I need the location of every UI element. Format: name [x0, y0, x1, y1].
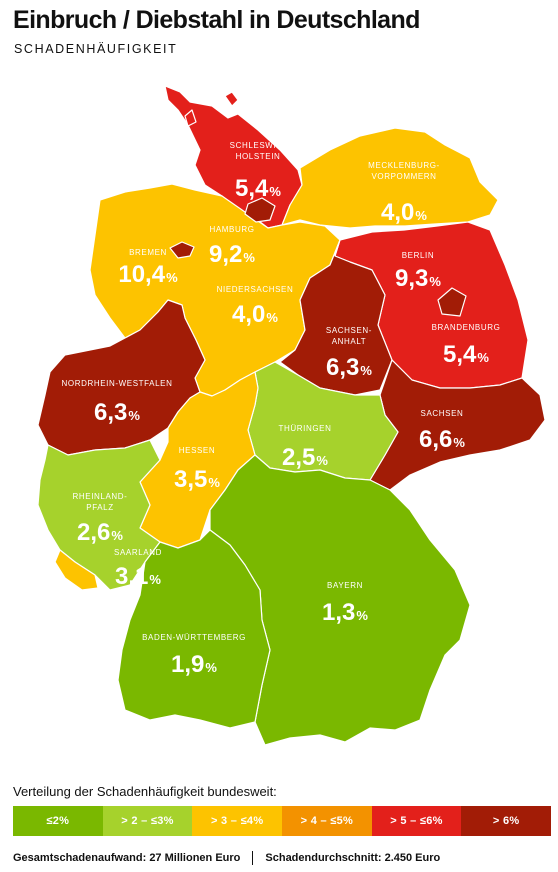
region-value-sachsen-anhalt: 6,3% — [326, 354, 372, 381]
germany-map: SCHLESWIG- HOLSTEIN 5,4% MECKLENBURG- VORPOM… — [37, 85, 546, 746]
page-title: Einbruch / Diebstahl in Deutschland — [13, 6, 420, 34]
footer-divider — [252, 851, 254, 865]
region-label-saarland: SAARLAND — [114, 548, 162, 557]
region-value-mecklenburg-vorpommern: 4,0% — [381, 199, 427, 226]
region-label-bremen: BREMEN — [129, 248, 167, 257]
region-label-rheinland-pfalz: RHEINLAND- — [73, 492, 128, 501]
region-value-bayern: 1,3% — [322, 599, 368, 626]
region-label-rheinland-pfalz: PFALZ — [86, 503, 113, 512]
region-baden-wuerttemberg — [117, 529, 271, 729]
region-label-bayern: BAYERN — [327, 581, 363, 590]
page-subtitle: SCHADENHÄUFIGKEIT — [14, 42, 178, 56]
region-label-hessen: HESSEN — [179, 446, 216, 455]
footer-average: Schadendurchschnitt: 2.450 Euro — [265, 852, 441, 864]
region-label-schleswig-holstein: HOLSTEIN — [236, 152, 281, 161]
region-label-sachsen-anhalt: ANHALT — [332, 337, 367, 346]
region-label-schleswig-holstein: SCHLESWIG- — [230, 141, 287, 150]
region-hessen — [139, 371, 259, 549]
legend-item: > 5 – ≤6% — [371, 806, 462, 836]
legend-item: ≤2% — [13, 806, 103, 836]
region-value-saarland: 3,1% — [115, 563, 161, 590]
region-label-sachsen-anhalt: SACHSEN- — [326, 326, 372, 335]
region-label-mecklenburg-vorpommern: MECKLENBURG- — [368, 161, 440, 170]
region-value-rheinland-pfalz: 2,6% — [77, 519, 123, 546]
region-label-mecklenburg-vorpommern: VORPOMMERN — [371, 172, 436, 181]
region-label-berlin: BERLIN — [402, 251, 435, 260]
region-label-nordrhein-westfalen: NORDRHEIN-WESTFALEN — [62, 379, 173, 388]
region-hamburg — [244, 197, 276, 223]
region-label-sachsen: SACHSEN — [421, 409, 464, 418]
region-saarland — [54, 549, 99, 591]
region-value-niedersachsen: 4,0% — [232, 301, 278, 328]
footer: Gesamtschadenaufwand: 27 Millionen Euro … — [13, 851, 440, 865]
legend-item: > 6% — [461, 806, 552, 836]
region-berlin — [437, 287, 467, 317]
region-value-baden-wuerttemberg: 1,9% — [171, 651, 217, 678]
legend-item: > 4 – ≤5% — [282, 806, 372, 836]
region-label-thueringen: THÜRINGEN — [279, 424, 332, 433]
region-bremen — [169, 241, 195, 259]
region-value-sachsen: 6,6% — [419, 426, 465, 453]
region-value-berlin: 9,3% — [395, 265, 441, 292]
region-label-hamburg: HAMBURG — [209, 225, 254, 234]
region-label-baden-wuerttemberg: BADEN-WÜRTTEMBERG — [142, 633, 246, 642]
region-label-brandenburg: BRANDENBURG — [432, 323, 501, 332]
legend-item: > 3 – ≤4% — [192, 806, 283, 836]
region-value-bremen: 10,4% — [118, 261, 178, 288]
region-value-hessen: 3,5% — [174, 466, 220, 493]
legend: ≤2% > 2 – ≤3% > 3 – ≤4% > 4 – ≤5% > 5 – … — [13, 806, 552, 836]
legend-item: > 2 – ≤3% — [102, 806, 193, 836]
region-value-thueringen: 2,5% — [282, 444, 328, 471]
region-value-schleswig-holstein: 5,4% — [235, 175, 281, 202]
footer-total: Gesamtschadenaufwand: 27 Millionen Euro — [13, 852, 241, 864]
region-value-hamburg: 9,2% — [209, 241, 255, 268]
region-value-brandenburg: 5,4% — [443, 341, 489, 368]
legend-title: Verteilung der Schadenhäufigkeit bundesw… — [13, 784, 277, 799]
region-label-niedersachsen: NIEDERSACHSEN — [217, 285, 294, 294]
region-schleswig-holstein-island — [224, 91, 239, 107]
region-value-nordrhein-westfalen: 6,3% — [94, 399, 140, 426]
region-schleswig-holstein-island — [184, 109, 197, 127]
